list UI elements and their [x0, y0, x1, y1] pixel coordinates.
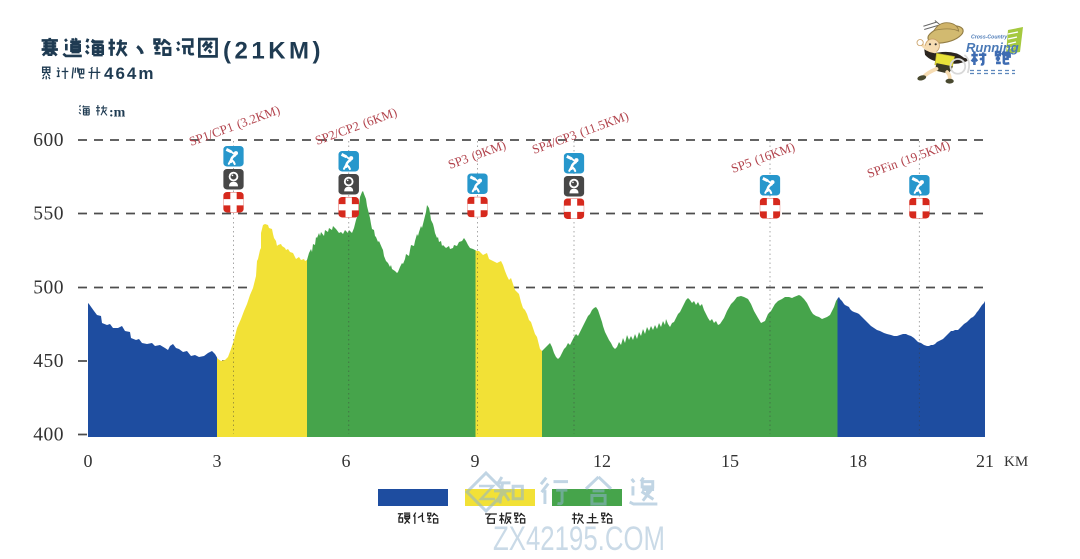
svg-text:500: 500	[33, 278, 64, 299]
svg-text:12: 12	[593, 451, 611, 471]
svg-text:21: 21	[976, 451, 994, 471]
svg-text:6: 6	[342, 451, 351, 471]
svg-text:SP5 (16KM): SP5 (16KM)	[729, 140, 797, 176]
svg-text:464m: 464m	[104, 64, 155, 83]
svg-text:3: 3	[213, 451, 222, 471]
svg-text:Running: Running	[966, 40, 1019, 55]
svg-text:600: 600	[33, 130, 64, 151]
svg-text:SP3 (9KM): SP3 (9KM)	[446, 138, 508, 172]
svg-text:(21KM): (21KM)	[223, 38, 324, 65]
svg-text:SP2/CP2 (6KM): SP2/CP2 (6KM)	[313, 105, 399, 148]
svg-text:SPFin (19.5KM): SPFin (19.5KM)	[865, 138, 952, 181]
svg-text:Cross-Country: Cross-Country	[971, 35, 1008, 41]
svg-text:15: 15	[721, 451, 739, 471]
svg-text:KM: KM	[1004, 454, 1028, 470]
svg-text:ZX42195.COM: ZX42195.COM	[493, 520, 665, 558]
svg-text:SP4/CP3 (11.5KM): SP4/CP3 (11.5KM)	[530, 109, 630, 157]
svg-text:18: 18	[849, 451, 867, 471]
svg-text:550: 550	[33, 204, 64, 225]
svg-text:0: 0	[84, 451, 93, 471]
svg-text:9: 9	[471, 451, 480, 471]
svg-text::m: :m	[109, 106, 126, 121]
svg-text:400: 400	[33, 425, 64, 446]
svg-text:450: 450	[33, 351, 64, 372]
svg-text:SP1/CP1 (3.2KM): SP1/CP1 (3.2KM)	[187, 103, 282, 149]
